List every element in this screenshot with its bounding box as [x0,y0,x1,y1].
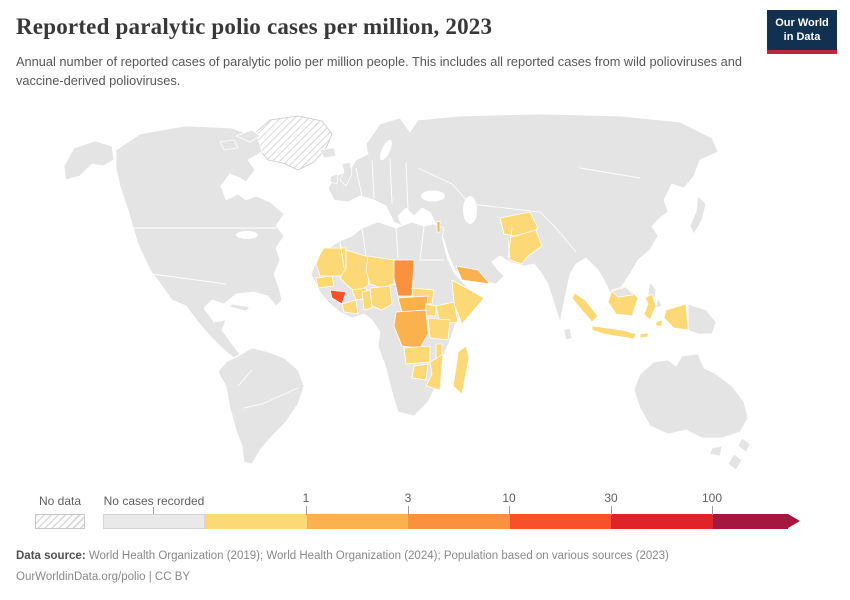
legend-tick [712,506,713,515]
landmass-new-zealand-south[interactable] [727,453,743,471]
country-chad[interactable] [393,259,415,297]
world-map [0,108,850,486]
country-greenland[interactable] [254,115,333,171]
landmass-alaska[interactable] [63,140,115,181]
landmass-arctic-islands[interactable] [235,129,261,143]
legend-bin[interactable] [408,514,510,529]
data-source-line: Data source: World Health Organization (… [16,546,836,567]
landmass-philippines-2[interactable] [655,297,663,309]
country-indonesia-papua[interactable] [663,303,689,331]
country-mauritania[interactable] [315,247,347,277]
country-indonesia-maluku[interactable] [655,319,663,327]
country-benin[interactable] [361,289,373,311]
landmass-cuba[interactable] [229,303,251,312]
legend-no-cases-tick [153,507,154,514]
license-line: OurWorldinData.org/polio | CC BY [16,567,836,588]
country-yemen[interactable] [455,265,491,285]
landmass-japan[interactable] [689,195,707,235]
legend-bin[interactable] [205,514,307,529]
legend-arrow [788,514,800,528]
caspian-sea [463,196,477,224]
license-text: | CC BY [145,571,191,584]
country-zimbabwe[interactable] [411,363,429,381]
country-tanzania[interactable] [427,317,451,341]
country-pakistan[interactable] [507,229,543,265]
country-cote-divoire[interactable] [341,299,359,315]
legend-tick-label: 10 [502,491,516,505]
legend-bin[interactable] [611,514,713,529]
legend-tick [611,506,612,515]
legend-no-cases-label: No cases recorded [103,494,205,508]
legend-no-cases-swatch[interactable] [103,514,205,529]
owid-logo[interactable]: Our World in Data [767,10,837,54]
black-sea [421,190,445,202]
country-uganda[interactable] [425,303,437,317]
logo-line-2: in Data [783,31,821,44]
landmass-tasmania[interactable] [709,445,723,457]
landmass-malaysia-borneo[interactable] [611,286,634,298]
legend-tick [408,506,409,515]
country-niger[interactable] [365,255,395,289]
baltic-sea [380,139,392,161]
country-somalia[interactable] [451,279,485,325]
landmass-uk[interactable] [339,161,353,187]
logo-line-1: Our World [775,17,829,29]
country-borders [120,157,641,409]
landmass-north-america[interactable] [115,125,285,359]
country-israel[interactable] [436,220,441,233]
country-zambia[interactable] [403,345,431,365]
country-indonesia-sumatra[interactable] [571,292,599,323]
legend-tick-label: 1 [302,491,310,505]
landmass-arctic-islands-2[interactable] [219,139,239,151]
map-legend: No data No cases recorded 1 3 10 30 100 [0,491,850,538]
country-central-african-republic[interactable] [397,295,429,313]
chart-footer: Data source: World Health Organization (… [16,546,836,589]
legend-tick-label: 3 [404,491,412,505]
world-map-svg [63,113,751,471]
legend-no-data-label: No data [38,494,82,508]
country-mozambique[interactable] [425,353,444,391]
country-nigeria[interactable] [369,285,393,311]
landmass-new-zealand-north[interactable] [737,437,751,453]
legend-no-data-swatch[interactable] [35,514,85,529]
legend-tick-label: 100 [701,491,723,505]
great-lakes [236,231,258,239]
legend-tick-label: 30 [604,491,618,505]
landmass-iceland[interactable] [319,147,337,159]
landmass-australia[interactable] [633,353,749,439]
legend-bin[interactable] [712,514,788,529]
landmass-sri-lanka[interactable] [563,327,573,341]
landmass-south-america[interactable] [217,347,305,465]
country-kenya[interactable] [435,301,459,325]
data-source-label: Data source: [16,550,86,562]
legend-bin[interactable] [509,514,611,529]
country-madagascar[interactable] [452,345,470,395]
legend-tick [306,506,307,515]
country-indonesia-lesser-sunda[interactable] [639,332,649,339]
landmass-papua-new-guinea[interactable] [687,303,717,335]
country-indonesia-sulawesi[interactable] [643,293,657,321]
landmass-ireland[interactable] [329,173,339,185]
owid-link[interactable]: OurWorldinData.org/polio [16,571,146,584]
legend-tick [509,506,510,515]
country-indonesia-java[interactable] [591,325,637,340]
data-source-text: World Health Organization (2019); World … [85,550,669,562]
legend-bin[interactable] [306,514,408,529]
country-senegal[interactable] [315,275,335,289]
page-title: Reported paralytic polio cases per milli… [16,14,493,39]
chart-subtitle: Annual number of reported cases of paral… [16,54,743,89]
